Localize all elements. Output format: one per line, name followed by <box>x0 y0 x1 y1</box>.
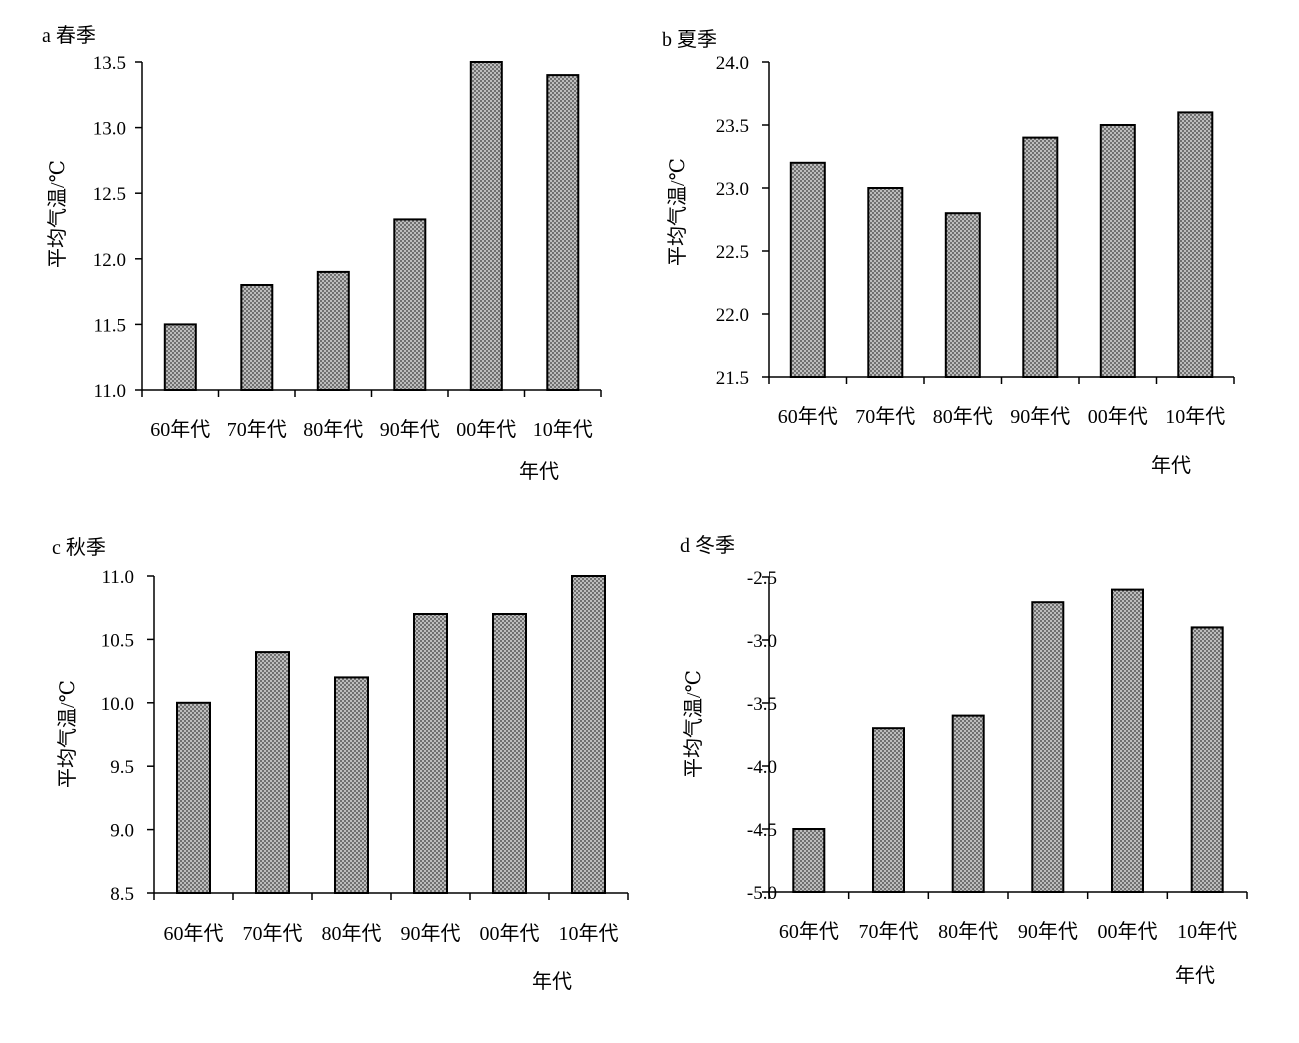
bar <box>255 651 290 894</box>
x-tick-label: 60年代 <box>779 920 839 943</box>
bar <box>1022 136 1059 378</box>
panel-title: c 秋季 <box>52 536 106 559</box>
panel-summer: b 夏季 平均气温/℃ 年代 21.5 22.0 22.5 23.0 23.5 24.0 6… <box>662 28 1235 477</box>
x-tick-label: 60年代 <box>164 922 224 945</box>
x-tick-label: 00年代 <box>1088 405 1148 428</box>
x-axis-title: 年代 <box>1151 454 1191 477</box>
bar <box>789 161 826 378</box>
x-tick-label: 70年代 <box>243 922 303 945</box>
y-tick-label: -4.0 <box>747 757 777 778</box>
plot-area: 8.5 9.0 9.5 10.0 10.5 11.0 60年代 70年代 80年代 90年代 00年… <box>101 567 629 945</box>
bar <box>792 828 826 893</box>
bar <box>176 701 211 894</box>
y-tick-label: 11.0 <box>93 381 126 402</box>
y-tick-label: 21.5 <box>716 368 749 389</box>
bar <box>944 212 981 378</box>
y-tick-label: 11.5 <box>93 315 126 336</box>
x-tick-label: 80年代 <box>933 405 993 428</box>
bar <box>334 676 369 895</box>
y-tick-label: 22.5 <box>716 242 749 263</box>
bar <box>316 270 350 391</box>
x-tick-label: 00年代 <box>1098 920 1158 943</box>
y-tick-label: 13.5 <box>93 53 126 74</box>
bar <box>469 61 503 391</box>
bar <box>867 187 904 378</box>
x-tick-label: 10年代 <box>559 922 619 945</box>
y-tick-label: -3.0 <box>747 631 777 652</box>
x-tick-label: 80年代 <box>322 922 382 945</box>
plot-area: -5.0 -4.5 -4.0 -3.5 -3.0 -2.5 60年代 70年代 80年代 90年代… <box>747 568 1248 943</box>
bar <box>951 714 985 893</box>
y-tick-label: 9.0 <box>110 821 134 842</box>
bar <box>240 284 274 391</box>
y-tick-label: 10.5 <box>101 630 134 651</box>
bar <box>571 575 606 894</box>
x-tick-label: 00年代 <box>480 922 540 945</box>
x-axis-title: 年代 <box>1175 964 1215 987</box>
bar <box>1190 626 1224 894</box>
y-axis-title: 平均气温/℃ <box>666 158 689 266</box>
panel-winter: d 冬季 平均气温/℃ 年代 -5.0 -4.5 -4.0 -3.5 -3.0 -2.5 6… <box>680 534 1248 987</box>
x-tick-label: 80年代 <box>303 418 363 441</box>
y-tick-label: 12.5 <box>93 184 126 205</box>
y-tick-label: -3.5 <box>747 694 777 715</box>
y-tick-label: 11.0 <box>101 567 134 588</box>
y-tick-label: 13.0 <box>93 119 126 140</box>
x-tick-label: 60年代 <box>778 405 838 428</box>
y-tick-label: 23.0 <box>716 179 749 200</box>
x-tick-label: 70年代 <box>859 920 919 943</box>
x-tick-label: 10年代 <box>1165 405 1225 428</box>
bar <box>872 727 905 894</box>
x-tick-label: 60年代 <box>150 418 210 441</box>
plot-area: 11.0 11.5 12.0 12.5 13.0 13.5 60年代 70年代 80年代 90年代… <box>93 53 602 441</box>
bar <box>1031 601 1065 893</box>
y-tick-label: 9.5 <box>110 757 134 778</box>
x-tick-label: 00年代 <box>456 418 516 441</box>
x-tick-label: 90年代 <box>380 418 440 441</box>
bar <box>413 613 448 894</box>
y-tick-label: 8.5 <box>110 884 134 905</box>
y-tick-label: 24.0 <box>716 53 749 74</box>
bar <box>492 613 527 894</box>
y-tick-label: -5.0 <box>747 883 777 904</box>
y-axis-title: 平均气温/℃ <box>682 670 705 778</box>
plot-area: 21.5 22.0 22.5 23.0 23.5 24.0 60年代 70年代 80年代 90年代… <box>716 53 1235 428</box>
y-axis-title: 平均气温/℃ <box>46 160 69 268</box>
bar <box>1111 588 1144 893</box>
y-tick-label: -4.5 <box>747 820 777 841</box>
panel-title: a 春季 <box>42 24 96 47</box>
panel-title: b 夏季 <box>662 28 717 51</box>
x-tick-label: 80年代 <box>938 920 998 943</box>
x-tick-label: 70年代 <box>227 418 287 441</box>
x-tick-label: 70年代 <box>855 405 915 428</box>
y-tick-label: 23.5 <box>716 116 749 137</box>
x-tick-label: 90年代 <box>401 922 461 945</box>
panel-spring: a 春季 平均气温/℃ 年代 11.0 11.5 12.0 12.5 13.0 13.5 6… <box>42 24 602 483</box>
y-axis-title: 平均气温/℃ <box>56 680 79 788</box>
bar <box>546 74 580 391</box>
x-tick-label: 10年代 <box>533 418 593 441</box>
y-tick-label: 12.0 <box>93 250 126 271</box>
x-tick-label: 90年代 <box>1010 405 1070 428</box>
panel-autumn: c 秋季 平均气温/℃ 年代 8.5 9.0 9.5 10.0 10.5 11.0 60年代… <box>52 536 629 993</box>
panel-title: d 冬季 <box>680 534 735 557</box>
y-tick-label: 22.0 <box>716 305 749 326</box>
bar <box>1177 111 1214 379</box>
bar <box>163 323 197 391</box>
x-tick-label: 10年代 <box>1177 920 1237 943</box>
y-tick-label: 10.0 <box>101 694 134 715</box>
x-tick-label: 90年代 <box>1018 920 1078 943</box>
bar <box>1099 124 1136 378</box>
x-axis-title: 年代 <box>519 460 559 483</box>
x-axis-title: 年代 <box>532 970 572 993</box>
y-tick-label: -2.5 <box>747 568 777 589</box>
bar <box>393 218 427 391</box>
